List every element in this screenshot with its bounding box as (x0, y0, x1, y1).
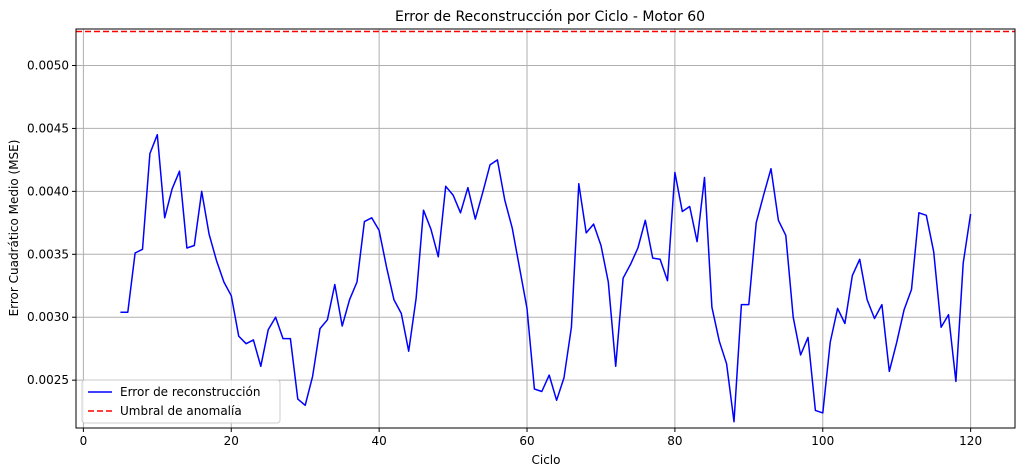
x-tick-label: 120 (959, 434, 982, 448)
legend-box (81, 379, 281, 424)
y-axis-label: Error Cuadrático Medio (MSE) (7, 140, 21, 317)
grid-lines (76, 29, 1015, 428)
x-tick-label: 60 (519, 434, 534, 448)
series-layer (120, 133, 972, 423)
y-tick-label: 0.0035 (27, 247, 69, 261)
y-axis-ticks: 0.0025 0.0030 0.0035 0.0040 0.0045 0.0050 (27, 59, 76, 387)
x-tick-label: 40 (372, 434, 387, 448)
legend-label-threshold: Umbral de anomalía (120, 404, 242, 418)
y-tick-label: 0.0045 (27, 121, 69, 135)
x-tick-label: 100 (811, 434, 834, 448)
plot-frame (75, 28, 1016, 429)
x-tick-label: 80 (667, 434, 682, 448)
y-tick-label: 0.0050 (27, 59, 69, 73)
y-tick-label: 0.0040 (27, 184, 69, 198)
chart-title: Error de Reconstrucción por Ciclo - Moto… (395, 9, 705, 25)
x-tick-label: 20 (224, 434, 239, 448)
x-axis-label: Ciclo (532, 453, 561, 467)
y-tick-label: 0.0030 (27, 310, 69, 324)
legend-label-reconstruction: Error de reconstrucción (120, 385, 260, 399)
x-axis-ticks: 0 20 40 60 80 100 120 (80, 428, 982, 448)
legend: Error de reconstrucción Umbral de anomal… (81, 379, 281, 424)
x-tick-label: 0 (80, 434, 88, 448)
y-tick-label: 0.0025 (27, 373, 69, 387)
series-line-reconstruction-error (120, 133, 972, 423)
